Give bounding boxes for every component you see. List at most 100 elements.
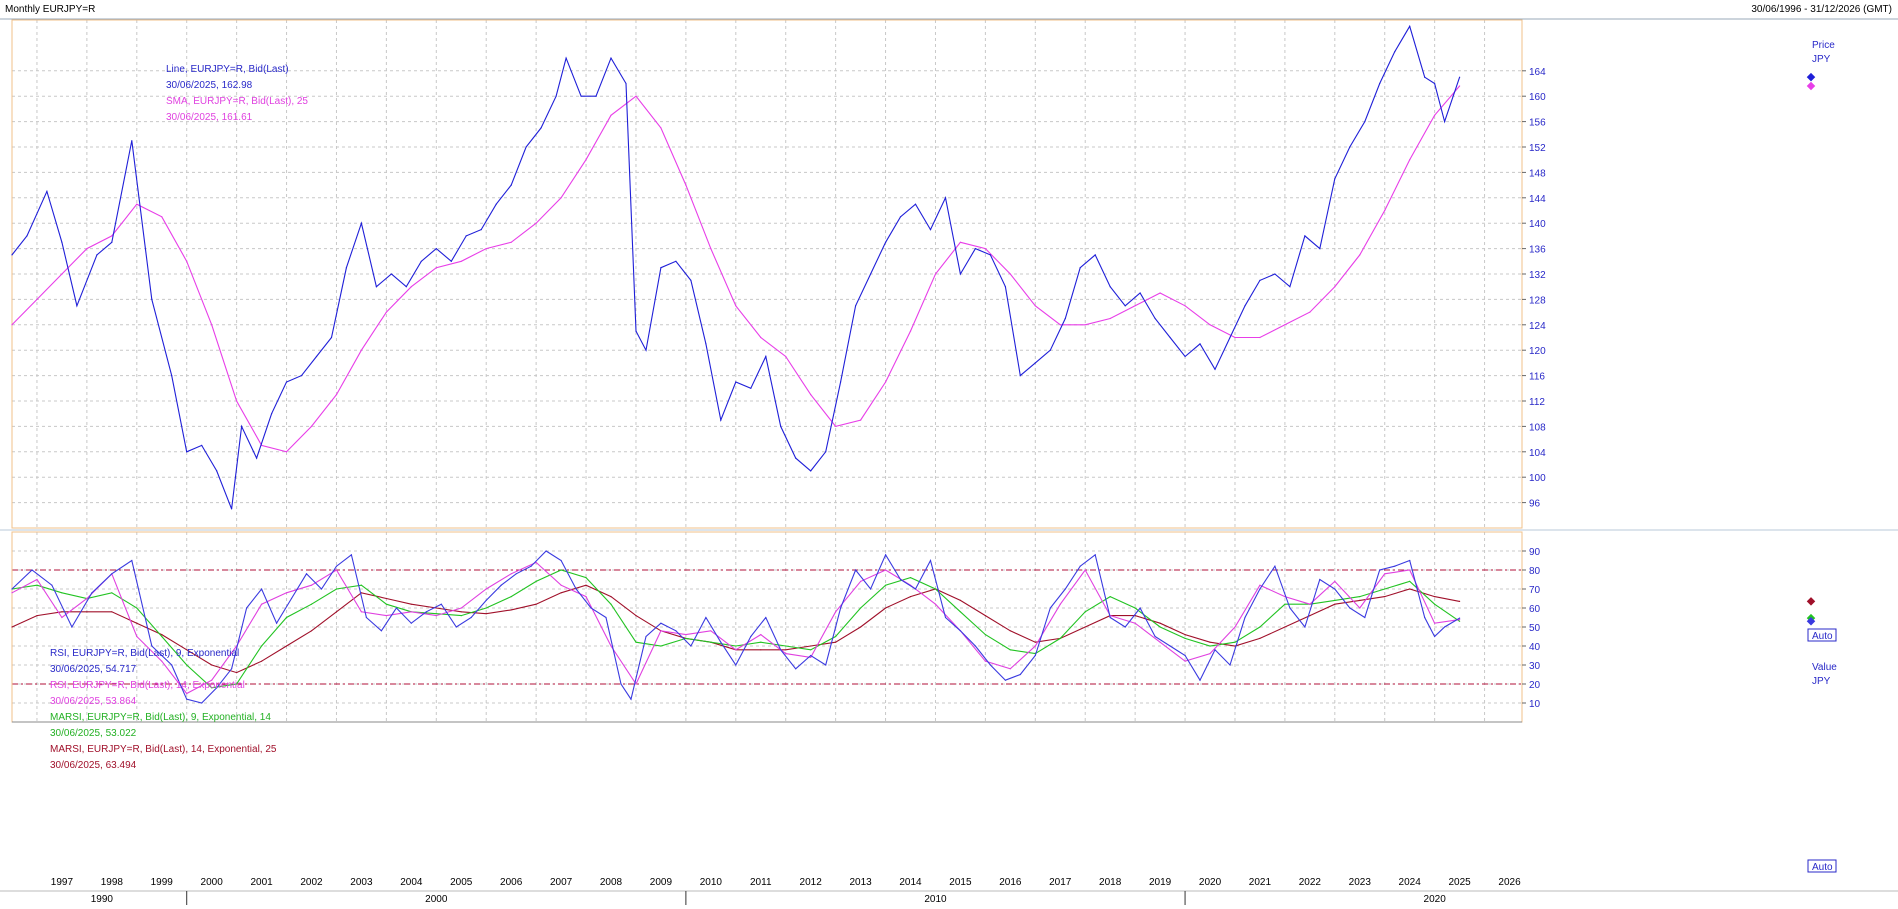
- sma-line-point: [86, 248, 88, 250]
- price-line-point: [1049, 349, 1051, 351]
- sma-line-point: [1384, 209, 1386, 212]
- marsi9-line-point: [61, 592, 63, 594]
- price-line-point: [1229, 336, 1231, 339]
- price-line-point: [1244, 305, 1246, 307]
- sma-line-point: [959, 241, 962, 243]
- price-tick-label: 124: [1529, 321, 1546, 332]
- rsi14-line-point: [310, 584, 313, 586]
- x-year-label: 2022: [1299, 877, 1322, 888]
- marsi9-line-point: [760, 641, 762, 643]
- price-line-point: [360, 222, 362, 224]
- marsi14-line-point: [835, 641, 837, 643]
- price-auto-button[interactable]: Auto: [1807, 628, 1837, 642]
- marsi14-line-point: [1284, 626, 1286, 628]
- x-year-label: 2020: [1199, 877, 1222, 888]
- rsi9-line-point: [660, 622, 662, 624]
- price-line-point: [271, 413, 273, 415]
- rsi9-line-point: [1184, 654, 1186, 657]
- marsi9-line-point: [136, 607, 138, 609]
- price-line-point: [1424, 76, 1426, 78]
- price-tick-label: 100: [1529, 473, 1546, 484]
- marsi9-line-point: [535, 580, 537, 583]
- x-year-label: 2015: [949, 877, 972, 888]
- rsi14-line-point: [760, 634, 762, 636]
- rsi9-line-point: [425, 611, 427, 613]
- price-line-point: [565, 57, 567, 59]
- rsi9-line-point: [1094, 554, 1096, 556]
- price-line-point: [780, 425, 782, 427]
- rsi14-line-point: [61, 616, 63, 619]
- sma-line-point: [360, 349, 362, 351]
- rsi14-line-point: [1384, 573, 1386, 575]
- rsi9-line-point: [1459, 617, 1461, 619]
- price-line-point: [495, 203, 497, 205]
- legend-layer: Line, EURJPY=R, Bid(Last) 30/06/2025, 162…: [50, 64, 308, 771]
- marsi9-line-point: [111, 592, 113, 594]
- price-line-point: [201, 444, 203, 446]
- rsi9-line-point: [1244, 616, 1246, 619]
- marsi9-line-point: [1284, 603, 1286, 605]
- rsi9-line-point: [276, 622, 278, 624]
- marsi9-line-point: [984, 634, 987, 636]
- price-line-point: [974, 248, 977, 250]
- sma-line-point: [485, 248, 487, 250]
- rsi14-line-point: [161, 660, 163, 662]
- price-line-point: [1199, 343, 1201, 345]
- price-line-point: [899, 216, 902, 218]
- rsi9-line-point: [530, 565, 532, 567]
- rsi-auto-button[interactable]: Auto: [1807, 859, 1837, 873]
- price-line-point: [944, 197, 947, 199]
- rsi14-line-point: [1234, 626, 1236, 628]
- marsi9-line-point: [285, 616, 288, 619]
- marsi9-line-point: [186, 664, 188, 666]
- chart-title: Monthly EURJPY=R: [5, 4, 96, 15]
- rsi9-line-point: [350, 554, 352, 556]
- rsi9-line-point: [395, 607, 397, 609]
- rsi-legend-entry: MARSI, EURJPY=R, Bid(Last), 14, Exponent…: [50, 744, 277, 755]
- x-year-label: 2008: [600, 877, 623, 888]
- rsi9-line-point: [186, 698, 188, 700]
- sma-line-point: [1259, 336, 1261, 339]
- rsi9-line-point: [485, 599, 487, 602]
- marsi9-line-point: [435, 613, 437, 615]
- rsi14-line-point: [610, 645, 612, 647]
- x-year-label: 2025: [1448, 877, 1471, 888]
- series-layer: [11, 24, 1461, 704]
- x-year-label: 2004: [400, 877, 423, 888]
- rsi9-line-point: [1154, 635, 1156, 638]
- rsi14-line-point: [785, 653, 787, 655]
- price-tick-label: 108: [1529, 422, 1546, 433]
- price-line-point: [111, 241, 113, 243]
- rsi9-line-point: [735, 664, 737, 666]
- rsi14-line-point: [660, 630, 662, 632]
- rsi14-line-point: [385, 615, 387, 617]
- price-line-point: [1274, 273, 1276, 275]
- price-line-point: [1334, 178, 1336, 180]
- title-bar: Monthly EURJPY=R 30/06/1996 - 31/12/2026…: [0, 0, 1898, 20]
- x-decade-label: 1990: [91, 894, 114, 905]
- price-tick-label: 140: [1529, 219, 1546, 230]
- marsi14-line-point: [485, 613, 487, 615]
- sma-line-point: [1234, 336, 1236, 339]
- rsi-tick-label: 50: [1529, 623, 1541, 634]
- marsi14-line-point: [510, 609, 512, 611]
- rsi14-line-point: [934, 603, 937, 605]
- rsi-tick-label: 20: [1529, 680, 1541, 691]
- marsi14-line-point: [410, 603, 412, 605]
- price-line-point: [1364, 121, 1366, 123]
- price-tick-label: 144: [1529, 194, 1546, 205]
- rsi-tick-label: 30: [1529, 661, 1541, 672]
- rsi9-line-point: [1259, 588, 1261, 590]
- sma-line-point: [410, 286, 412, 288]
- sma-line-point: [111, 235, 113, 237]
- sma-line-point: [435, 267, 437, 269]
- marsi9-line-point: [1259, 626, 1261, 628]
- frame-layer: [0, 18, 1898, 723]
- price-line-point: [765, 355, 767, 358]
- rsi9-line-point: [974, 645, 977, 647]
- sma-line-point: [285, 451, 288, 453]
- rsi9-line-point: [1079, 565, 1081, 567]
- rsi9-line-point: [320, 588, 323, 590]
- price-line-point: [131, 140, 133, 142]
